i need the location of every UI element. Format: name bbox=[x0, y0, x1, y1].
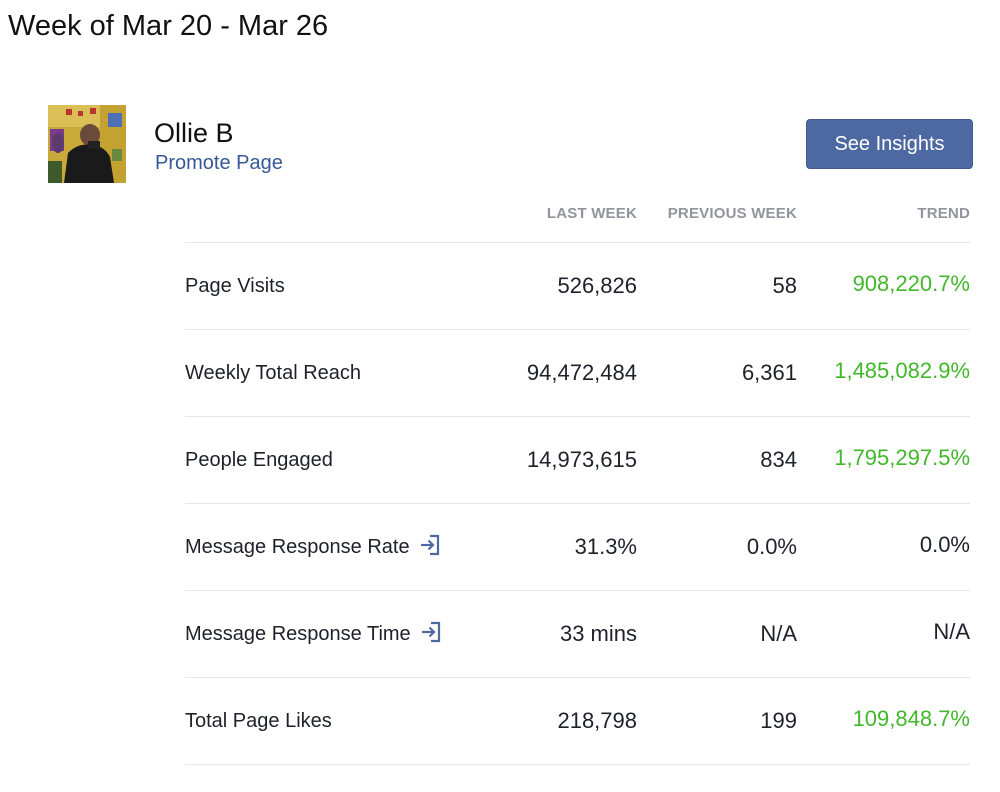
last-week-value: 33 mins bbox=[559, 621, 637, 646]
previous-week-value: 0.0% bbox=[746, 534, 797, 559]
metric-label: Message Response Rate bbox=[185, 535, 410, 558]
metric-label: People Engaged bbox=[185, 448, 333, 471]
table-row-page-visits: Page Visits 526,826 58 908,220.7% bbox=[185, 243, 970, 330]
page-avatar[interactable] bbox=[48, 105, 126, 183]
see-insights-button[interactable]: See Insights bbox=[806, 119, 973, 169]
trend-value: 1,795,297.5% bbox=[834, 445, 970, 470]
metric-label: Page Visits bbox=[185, 274, 285, 297]
last-week-value: 94,472,484 bbox=[526, 360, 637, 385]
last-week-value: 526,826 bbox=[557, 273, 637, 298]
trend-value: 1,485,082.9% bbox=[834, 358, 970, 383]
page-title: Week of Mar 20 - Mar 26 bbox=[8, 10, 329, 42]
trend-value: 908,220.7% bbox=[852, 271, 970, 296]
table-row-total-page-likes: Total Page Likes 218,798 199 109,848.7% bbox=[185, 678, 970, 765]
table-header: LAST WEEK PREVIOUS WEEK TREND bbox=[185, 196, 970, 243]
previous-week-value: 199 bbox=[760, 708, 797, 733]
metric-cell: Page Visits bbox=[185, 243, 285, 329]
metric-cell: Message Response Time bbox=[185, 591, 444, 677]
metric-cell: Weekly Total Reach bbox=[185, 330, 361, 416]
trend-value: N/A bbox=[933, 619, 970, 644]
metric-cell: Total Page Likes bbox=[185, 678, 332, 764]
previous-week-value: 6,361 bbox=[741, 360, 797, 385]
metric-label: Total Page Likes bbox=[185, 709, 332, 732]
previous-week-value: N/A bbox=[760, 621, 797, 646]
avatar-image bbox=[48, 105, 126, 183]
trend-value: 109,848.7% bbox=[852, 706, 970, 731]
enter-arrow-icon[interactable] bbox=[419, 533, 443, 557]
previous-week-value: 58 bbox=[772, 273, 797, 298]
metric-cell: People Engaged bbox=[185, 417, 333, 503]
metric-label: Message Response Time bbox=[185, 622, 411, 645]
column-header-last-week: LAST WEEK bbox=[546, 205, 637, 222]
last-week-value: 14,973,615 bbox=[526, 447, 637, 472]
trend-value: 0.0% bbox=[919, 532, 970, 557]
previous-week-value: 834 bbox=[760, 447, 797, 472]
table-row-people-engaged: People Engaged 14,973,615 834 1,795,297.… bbox=[185, 417, 970, 504]
table-row-weekly-total-reach: Weekly Total Reach 94,472,484 6,361 1,48… bbox=[185, 330, 970, 417]
metric-cell: Message Response Rate bbox=[185, 504, 443, 590]
table-row-message-response-time: Message Response Time 33 mins N/A N/A bbox=[185, 591, 970, 678]
enter-arrow-icon[interactable] bbox=[420, 620, 444, 644]
stats-table: LAST WEEK PREVIOUS WEEK TREND Page Visit… bbox=[185, 196, 970, 765]
last-week-value: 31.3% bbox=[574, 534, 637, 559]
table-row-message-response-rate: Message Response Rate 31.3% 0.0% 0.0% bbox=[185, 504, 970, 591]
last-week-value: 218,798 bbox=[557, 708, 637, 733]
column-header-trend: TREND bbox=[917, 205, 970, 222]
metric-label: Weekly Total Reach bbox=[185, 361, 362, 384]
column-header-previous-week: PREVIOUS WEEK bbox=[667, 205, 797, 222]
page-name[interactable]: Ollie B bbox=[154, 118, 234, 148]
promote-page-link[interactable]: Promote Page bbox=[155, 152, 283, 174]
